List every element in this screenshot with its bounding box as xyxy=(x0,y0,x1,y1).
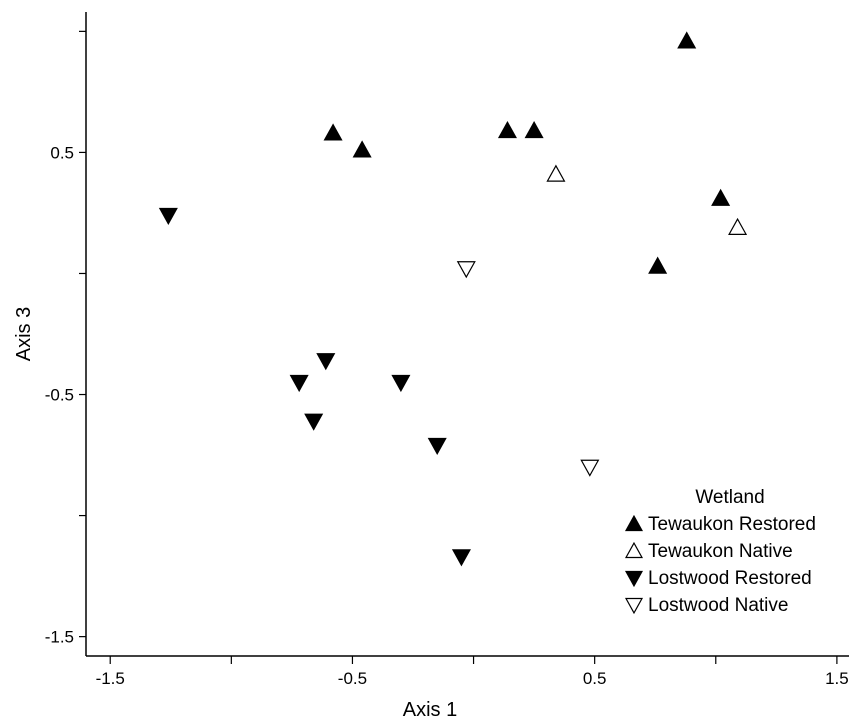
y-ticks: -1.5 -0.5 0.5 xyxy=(45,30,86,647)
x-tick-label: 0.5 xyxy=(583,669,607,688)
legend-marker-tewaukon-native xyxy=(624,541,644,559)
point-lostwood-restored xyxy=(304,413,324,431)
x-ticks: -1.5 -0.5 0.5 1.5 xyxy=(96,656,849,688)
point-tewaukon-restored xyxy=(524,120,544,139)
x-tick-label: -0.5 xyxy=(338,669,367,688)
point-lostwood-restored xyxy=(316,353,336,371)
legend: Wetland Tewaukon Restored Tewaukon Native… xyxy=(624,487,816,616)
data-points xyxy=(158,31,748,567)
axes xyxy=(85,12,849,657)
legend-label-tewaukon-native: Tewaukon Native xyxy=(648,541,793,562)
point-tewaukon-restored xyxy=(352,140,372,158)
point-tewaukon-restored xyxy=(497,120,517,139)
point-lostwood-restored xyxy=(427,437,447,456)
point-tewaukon-restored xyxy=(677,31,697,49)
point-lostwood-restored xyxy=(451,549,471,567)
x-tick-label: 1.5 xyxy=(825,669,849,688)
legend-label-lostwood-native: Lostwood Native xyxy=(648,595,788,616)
point-tewaukon-native xyxy=(546,164,566,182)
point-tewaukon-restored xyxy=(711,188,731,206)
y-tick-label: -1.5 xyxy=(45,628,74,647)
point-lostwood-restored xyxy=(158,207,178,226)
point-lostwood-native xyxy=(580,459,600,477)
point-lostwood-restored xyxy=(289,374,309,393)
point-tewaukon-restored xyxy=(323,123,343,141)
y-axis-title: Axis 3 xyxy=(13,307,35,361)
legend-marker-lostwood-restored xyxy=(624,570,644,588)
legend-marker-tewaukon-restored xyxy=(624,514,644,532)
x-axis-title: Axis 1 xyxy=(403,699,457,721)
y-tick-label: 0.5 xyxy=(50,143,74,162)
y-tick-label: -0.5 xyxy=(45,386,74,405)
point-lostwood-restored xyxy=(391,374,411,393)
legend-label-tewaukon-restored: Tewaukon Restored xyxy=(648,514,816,535)
point-tewaukon-native xyxy=(728,217,748,235)
point-lostwood-native xyxy=(456,261,476,279)
legend-title: Wetland xyxy=(695,487,764,508)
legend-label-lostwood-restored: Lostwood Restored xyxy=(648,568,812,589)
legend-marker-lostwood-native xyxy=(624,597,644,615)
point-tewaukon-restored xyxy=(648,256,668,274)
x-tick-label: -1.5 xyxy=(96,669,125,688)
